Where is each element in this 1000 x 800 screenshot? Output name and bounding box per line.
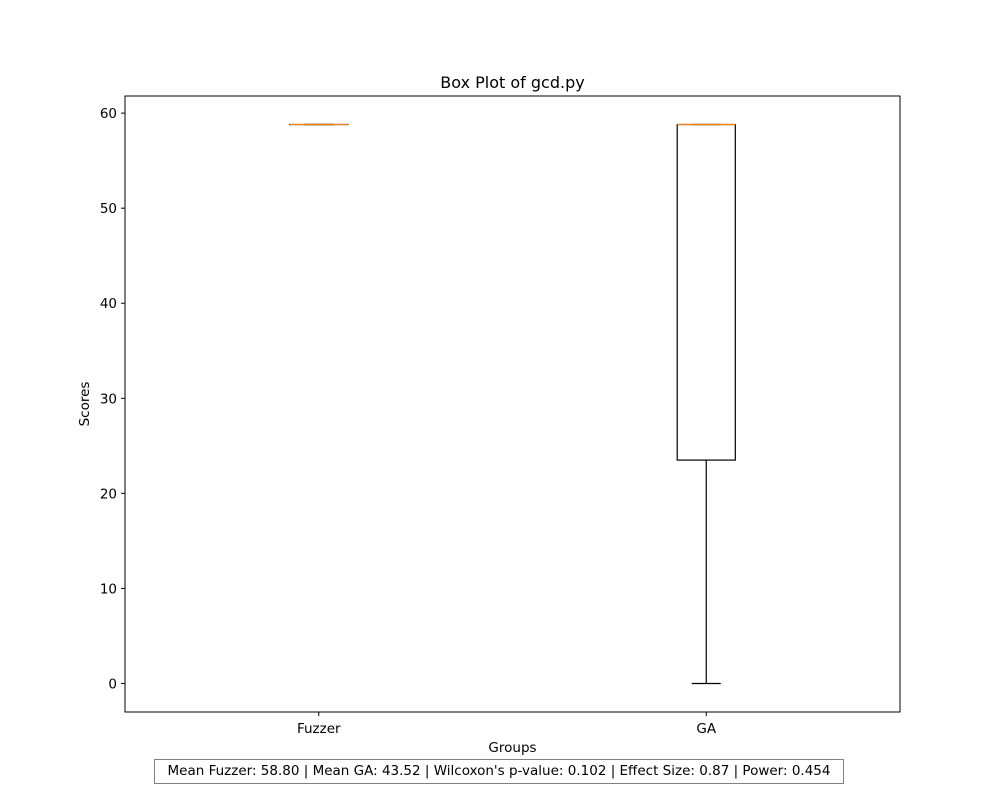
y-tick-label: 10: [100, 581, 117, 597]
y-tick-label: 40: [100, 296, 117, 312]
x-tick-label: GA: [696, 721, 716, 737]
y-tick-label: 50: [100, 201, 117, 217]
x-axis: Fuzzer GA: [297, 712, 717, 737]
y-axis: 0 10 20 30 40 50 60: [100, 106, 125, 692]
y-tick-label: 30: [100, 391, 117, 407]
y-tick-label: 0: [108, 676, 117, 692]
y-tick-label: 20: [100, 486, 117, 502]
stats-annotation: Mean Fuzzer: 58.80 | Mean GA: 43.52 | Wi…: [154, 759, 844, 784]
plot-background: [125, 96, 900, 712]
y-tick-label: 60: [100, 106, 117, 122]
y-axis-label: Scores: [77, 382, 93, 427]
chart-marks: [289, 123, 736, 685]
chart-title: Box Plot of gcd.py: [440, 73, 584, 92]
x-tick-label: Fuzzer: [297, 721, 341, 737]
plot-frame: [124, 95, 901, 713]
box-group-ga: [676, 123, 736, 685]
x-axis-label: Groups: [488, 740, 536, 756]
